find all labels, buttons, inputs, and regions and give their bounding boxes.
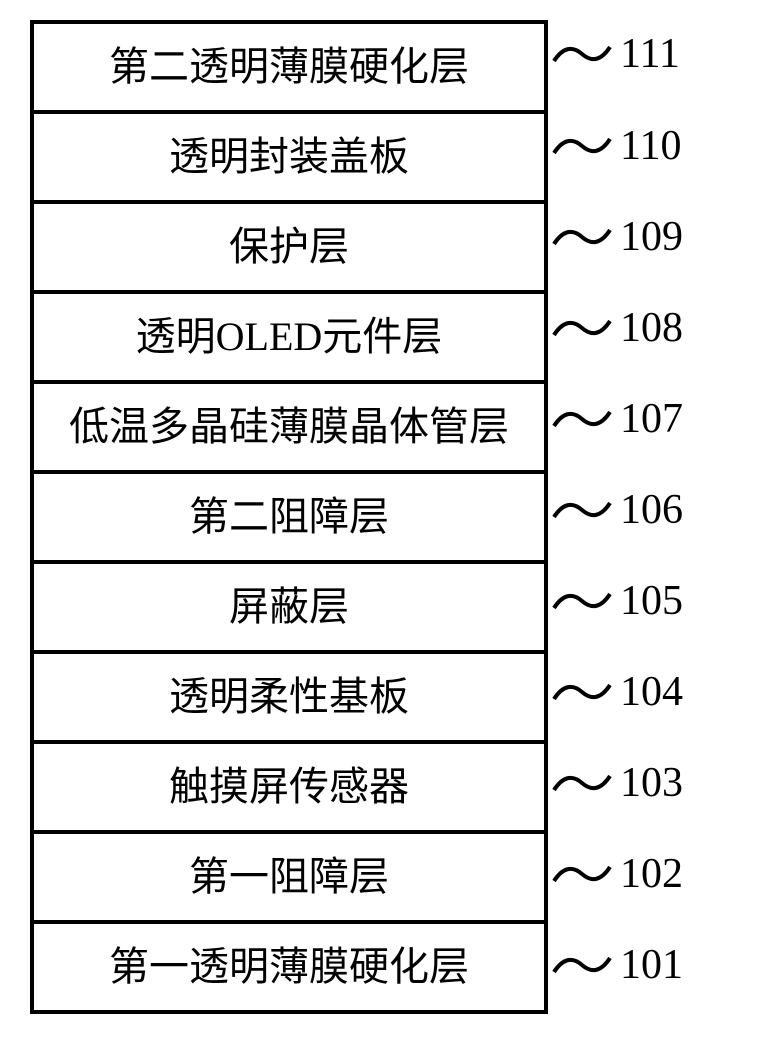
- layer-text: 触摸屏传感器: [169, 765, 409, 809]
- layer-number: 102: [620, 850, 683, 898]
- layer-row: 第一阻障层: [34, 834, 544, 924]
- connector-tilde-icon: [552, 222, 612, 252]
- layer-text: 低温多晶硅薄膜晶体管层: [69, 405, 509, 449]
- layer-label: 107: [552, 395, 683, 443]
- connector-tilde-icon: [552, 586, 612, 616]
- layer-row: 第二阻障层: [34, 474, 544, 564]
- layer-label: 102: [552, 850, 683, 898]
- layer-label: 105: [552, 577, 683, 625]
- layer-row: 透明OLED元件层: [34, 294, 544, 384]
- layer-text: 透明柔性基板: [169, 675, 409, 719]
- connector-tilde-icon: [552, 859, 612, 889]
- layer-label: 103: [552, 759, 683, 807]
- layer-number: 108: [620, 304, 683, 352]
- connector-tilde-icon: [552, 677, 612, 707]
- layer-number: 103: [620, 759, 683, 807]
- layer-row: 第一透明薄膜硬化层: [34, 924, 544, 1014]
- layer-label: 108: [552, 304, 683, 352]
- layer-row: 透明封装盖板: [34, 114, 544, 204]
- connector-tilde-icon: [552, 131, 612, 161]
- connector-tilde-icon: [552, 950, 612, 980]
- layer-number: 101: [620, 941, 683, 989]
- layer-label: 110: [552, 122, 681, 170]
- connector-tilde-icon: [552, 404, 612, 434]
- layer-label: 101: [552, 941, 683, 989]
- connector-tilde-icon: [552, 39, 612, 69]
- layer-text: 第一阻障层: [189, 855, 389, 899]
- layer-text: 保护层: [229, 225, 349, 269]
- layer-row: 触摸屏传感器: [34, 744, 544, 834]
- layer-number: 107: [620, 395, 683, 443]
- layer-row: 透明柔性基板: [34, 654, 544, 744]
- layer-text: 透明封装盖板: [169, 135, 409, 179]
- layer-row: 低温多晶硅薄膜晶体管层: [34, 384, 544, 474]
- layer-label: 111: [552, 30, 680, 78]
- layer-row: 第二透明薄膜硬化层: [34, 24, 544, 114]
- layer-stack-diagram: 第二透明薄膜硬化层 透明封装盖板 保护层 透明OLED元件层 低温多晶硅薄膜晶体…: [30, 20, 730, 1014]
- connector-tilde-icon: [552, 313, 612, 343]
- layer-row: 屏蔽层: [34, 564, 544, 654]
- layer-number: 105: [620, 577, 683, 625]
- layer-row: 保护层: [34, 204, 544, 294]
- connector-tilde-icon: [552, 768, 612, 798]
- layer-text: 第二阻障层: [189, 495, 389, 539]
- layer-text: 透明OLED元件层: [136, 315, 443, 359]
- layer-label: 106: [552, 486, 683, 534]
- connector-tilde-icon: [552, 495, 612, 525]
- layer-stack: 第二透明薄膜硬化层 透明封装盖板 保护层 透明OLED元件层 低温多晶硅薄膜晶体…: [30, 20, 548, 1014]
- layer-number: 106: [620, 486, 683, 534]
- layer-number: 110: [620, 122, 681, 170]
- layer-label: 104: [552, 668, 683, 716]
- layer-label: 109: [552, 213, 683, 261]
- layer-number: 109: [620, 213, 683, 261]
- layer-text: 第二透明薄膜硬化层: [109, 45, 469, 89]
- layer-number: 104: [620, 668, 683, 716]
- layer-number: 111: [620, 30, 680, 78]
- layer-text: 第一透明薄膜硬化层: [109, 945, 469, 989]
- layer-text: 屏蔽层: [229, 585, 349, 629]
